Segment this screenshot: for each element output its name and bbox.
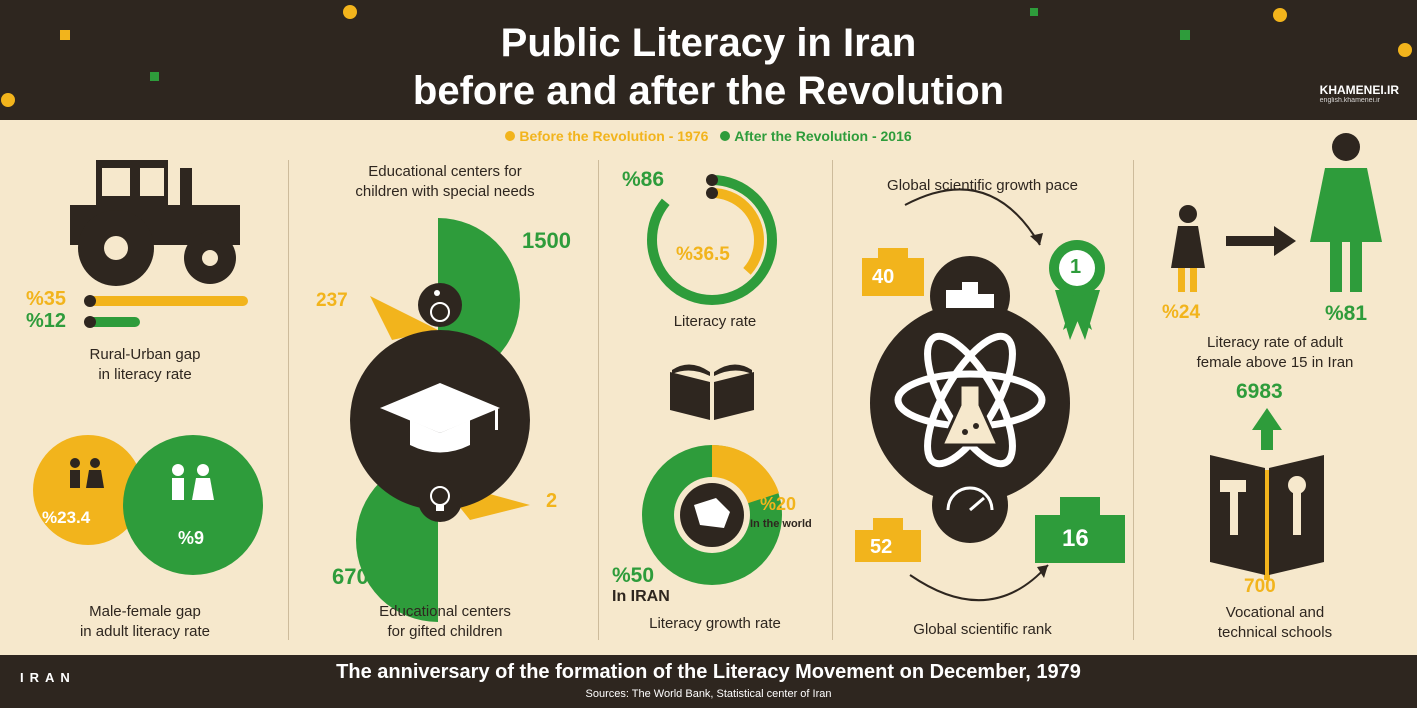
footer-main-text: The anniversary of the formation of the … xyxy=(336,661,1081,683)
female-caption-1: Literacy rate of adult xyxy=(1207,334,1343,351)
legend-after-dot xyxy=(720,131,731,141)
gauge-icon xyxy=(946,486,994,511)
growth-caption: Literacy growth rate xyxy=(649,615,781,632)
title-line-2: before and after the Revolution xyxy=(412,69,1005,113)
growth-world-label: In the world xyxy=(750,518,812,530)
rural-caption-2: in literacy rate xyxy=(98,366,192,383)
people-icon-after xyxy=(172,464,214,500)
female-caption-2: female above 15 in Iran xyxy=(1196,354,1354,371)
tools-book-icon xyxy=(1210,455,1324,575)
rank-caption: Global scientific rank xyxy=(913,621,1052,638)
gifted-caption-1: Educational centers xyxy=(379,603,511,620)
woman-icon-after xyxy=(1310,133,1382,292)
flask-icon xyxy=(939,383,1001,447)
rank-before-box xyxy=(855,530,921,562)
special-needs-caption-1: Educational centers for xyxy=(368,163,522,180)
gifted-caption-2: for gifted children xyxy=(387,623,503,640)
brand-subtitle: english.khamenei.ir xyxy=(1319,97,1380,104)
legend-after-label: After the Revolution - 2016 xyxy=(734,128,912,144)
gender-after-circle xyxy=(123,435,263,575)
rural-bar-before xyxy=(88,296,248,306)
gender-caption-1: Male-female gap xyxy=(89,603,201,620)
gifted-before-value: 2 xyxy=(546,490,558,512)
divider-2 xyxy=(598,160,599,640)
award-ribbon-icon xyxy=(1049,240,1105,340)
confetti-decoration xyxy=(1,5,1412,107)
rural-caption-1: Rural-Urban gap xyxy=(89,346,201,363)
rural-urban-bars xyxy=(84,295,248,328)
graduation-cap-icon xyxy=(380,383,500,453)
rural-after-value: %12 xyxy=(26,310,67,332)
rural-bar-after xyxy=(88,317,140,327)
gender-before-circle xyxy=(33,435,143,545)
pace-before-box xyxy=(862,258,924,296)
tractor-icon xyxy=(70,160,240,286)
wheelchair-icon xyxy=(418,283,462,327)
special-needs-after-value: 1500 xyxy=(522,228,571,253)
arrow-right-icon xyxy=(1226,226,1296,256)
legend-before: Before the Revolution - 1976 xyxy=(505,128,708,144)
footer-bar xyxy=(0,655,1417,708)
literacy-after-value: %86 xyxy=(622,168,665,191)
footer-sources: Sources: The World Bank, Statistical cen… xyxy=(585,688,832,700)
brand-name: KHAMENEI.IR xyxy=(1319,83,1399,97)
pace-caption: Global scientific growth pace xyxy=(887,177,1078,194)
literacy-before-ring xyxy=(660,188,764,292)
rank-arrow xyxy=(909,564,1049,602)
gauge-circle xyxy=(932,467,1008,543)
rank-before-value: 52 xyxy=(870,536,893,558)
divider-1 xyxy=(288,160,289,640)
legend-before-dot xyxy=(505,131,516,141)
rank-after-box xyxy=(1035,515,1125,563)
literacy-rate-caption: Literacy rate xyxy=(673,313,757,330)
iran-logo: IRAN xyxy=(20,670,76,685)
female-after-value: %81 xyxy=(1325,302,1368,325)
podium-icon xyxy=(946,282,994,308)
vocational-after-value: 6983 xyxy=(1236,380,1283,403)
vocational-caption-1: Vocational and xyxy=(1225,604,1325,621)
brain-icon xyxy=(418,478,462,522)
rural-before-value: %35 xyxy=(26,288,67,310)
gender-before-value: %23.4 xyxy=(42,508,91,527)
pace-after-value: 1 xyxy=(1070,256,1082,278)
brand-logo: KHAMENEI.IR english.khamenei.ir xyxy=(1320,83,1399,104)
gender-after-value: %9 xyxy=(178,528,205,548)
growth-arrow-icon xyxy=(1252,408,1282,430)
special-needs-before-value: 237 xyxy=(316,290,348,311)
divider-4 xyxy=(1133,160,1134,640)
divider-3 xyxy=(832,160,833,640)
special-needs-caption-2: children with special needs xyxy=(355,183,535,200)
growth-iran-label: In IRAN xyxy=(612,588,670,605)
book-icon xyxy=(670,364,754,420)
legend-before-label: Before the Revolution - 1976 xyxy=(519,128,709,144)
header-bar xyxy=(0,0,1417,120)
people-icon xyxy=(70,458,104,488)
legend-after: After the Revolution - 2016 xyxy=(720,128,912,144)
vocational-before-value: 700 xyxy=(1244,576,1276,597)
title-line-1: Public Literacy in Iran xyxy=(500,21,917,65)
gender-caption-2: in adult literacy rate xyxy=(79,623,211,640)
literacy-before-value: %36.5 xyxy=(676,244,730,265)
legend: Before the Revolution - 1976 After the R… xyxy=(0,128,1417,144)
woman-icon-before xyxy=(1171,205,1205,292)
special-needs-before-wedge xyxy=(370,296,438,340)
rank-after-value: 16 xyxy=(1062,525,1089,552)
growth-iran-value: %50 xyxy=(612,564,655,587)
growth-arrow-shaft xyxy=(1261,428,1273,450)
female-before-value: %24 xyxy=(1162,302,1201,323)
vocational-caption-2: technical schools xyxy=(1217,624,1333,641)
growth-world-value: %20 xyxy=(760,494,797,514)
gifted-after-value: 670 xyxy=(332,564,369,589)
pace-before-value: 40 xyxy=(872,266,895,288)
pace-arrow xyxy=(904,188,1041,246)
